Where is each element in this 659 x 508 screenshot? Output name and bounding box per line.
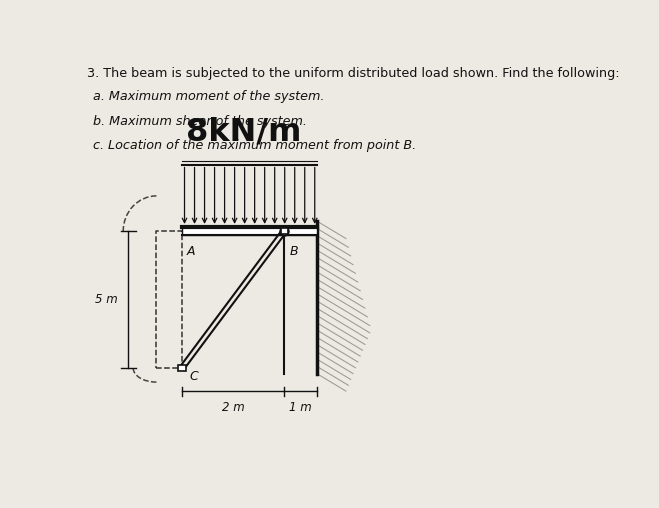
Text: B: B <box>289 245 298 258</box>
Text: 1 m: 1 m <box>289 401 312 414</box>
Text: C: C <box>190 370 198 383</box>
Polygon shape <box>179 365 186 371</box>
Text: 5 m: 5 m <box>96 293 118 306</box>
Bar <box>182 227 318 235</box>
Text: b. Maximum shear of the system.: b. Maximum shear of the system. <box>92 114 306 128</box>
Text: 3. The beam is subjected to the uniform distributed load shown. Find the followi: 3. The beam is subjected to the uniform … <box>88 67 620 80</box>
Polygon shape <box>281 229 288 234</box>
Text: a. Maximum moment of the system.: a. Maximum moment of the system. <box>92 90 324 103</box>
Text: c. Location of the maximum moment from point B.: c. Location of the maximum moment from p… <box>92 139 416 152</box>
Text: A: A <box>187 245 196 258</box>
Text: 8kN/m: 8kN/m <box>186 116 301 147</box>
Text: 2 m: 2 m <box>221 401 244 414</box>
